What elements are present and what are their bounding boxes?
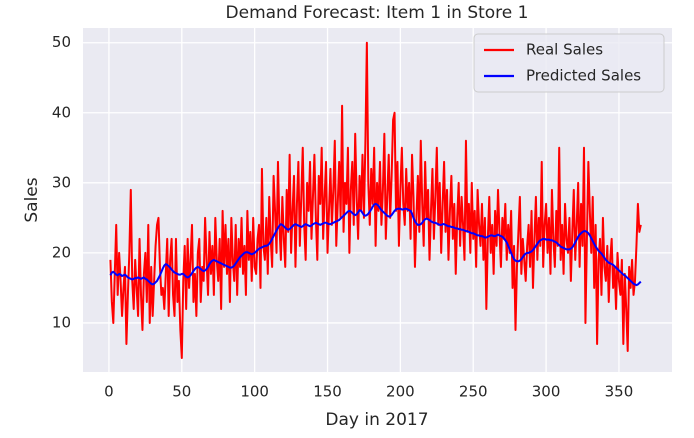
x-tick-label: 150 (313, 383, 342, 401)
y-axis-label: Sales (22, 177, 42, 222)
x-axis-label: Day in 2017 (325, 410, 428, 430)
y-tick-label: 40 (52, 103, 71, 121)
chart-title: Demand Forecast: Item 1 in Store 1 (226, 3, 529, 23)
legend-box (473, 33, 665, 93)
legend-label: Predicted Sales (526, 67, 641, 85)
y-tick-label: 30 (52, 173, 71, 191)
legend-label: Real Sales (526, 41, 603, 59)
y-tick-label: 10 (52, 313, 71, 331)
x-tick-label: 200 (386, 383, 415, 401)
x-tick-label: 350 (605, 383, 634, 401)
x-tick-label: 0 (104, 383, 114, 401)
x-tick-label: 300 (532, 383, 561, 401)
series-line (109, 41, 642, 359)
series-line (109, 202, 642, 287)
x-tick-label: 50 (172, 383, 191, 401)
y-tick-label: 20 (52, 243, 71, 261)
lines (109, 41, 642, 359)
y-tick-label: 50 (52, 33, 71, 51)
x-tick-label: 100 (240, 383, 269, 401)
legend: Real Sales Predicted Sales (473, 33, 665, 93)
x-tick-label: 250 (459, 383, 488, 401)
